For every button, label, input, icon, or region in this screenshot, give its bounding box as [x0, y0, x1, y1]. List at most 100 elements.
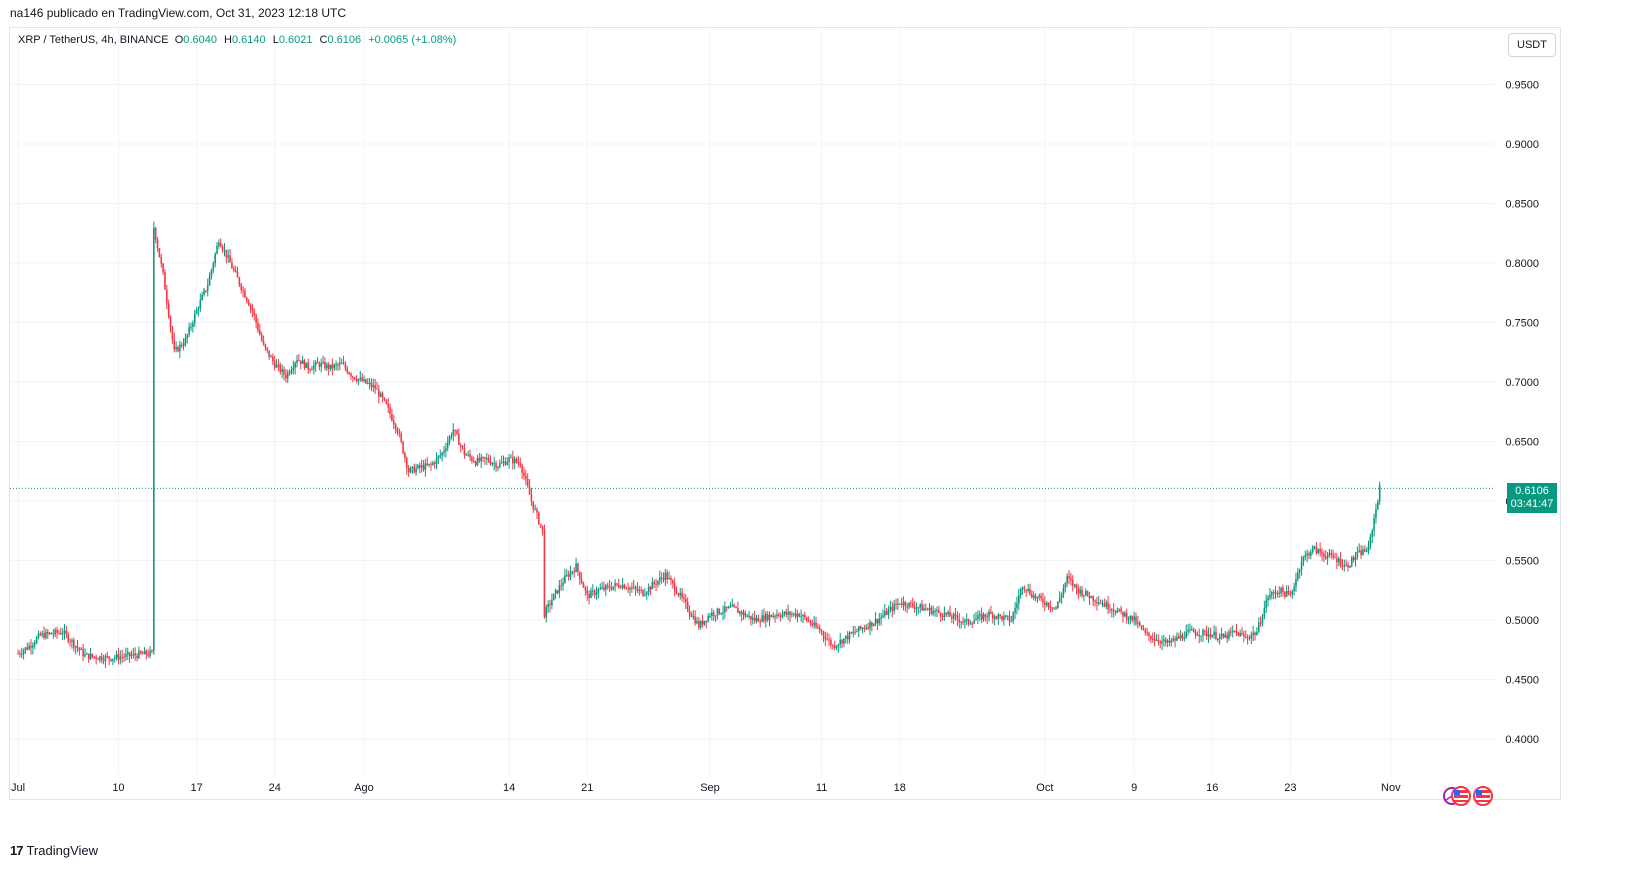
candle — [863, 624, 866, 633]
candle — [1099, 599, 1102, 604]
candle — [947, 610, 949, 618]
candle — [249, 303, 252, 314]
candle — [115, 650, 118, 661]
candle — [1231, 625, 1234, 638]
candle — [532, 501, 535, 514]
candle — [318, 361, 321, 371]
candle — [714, 615, 717, 623]
candle — [158, 247, 161, 258]
candle — [1040, 592, 1042, 602]
candle — [586, 585, 589, 601]
candle — [376, 381, 378, 390]
candle — [125, 647, 127, 661]
candle — [1010, 615, 1013, 623]
candle — [100, 652, 103, 664]
candle — [688, 605, 691, 620]
candle — [694, 610, 696, 626]
candle — [722, 605, 724, 621]
candle — [560, 579, 562, 591]
candle — [610, 581, 613, 592]
candle — [50, 632, 53, 635]
candle — [748, 610, 750, 620]
candle — [1073, 584, 1076, 589]
candle — [491, 461, 494, 467]
candle — [928, 603, 931, 617]
candle — [809, 619, 812, 627]
candle — [592, 584, 594, 597]
candle — [22, 648, 25, 660]
candle — [1174, 635, 1176, 648]
candle — [900, 597, 903, 608]
candle — [673, 577, 676, 597]
candle — [214, 252, 216, 268]
brand-name: TradingView — [26, 843, 99, 858]
candle — [642, 589, 644, 597]
candle — [1246, 634, 1249, 645]
candle — [463, 443, 466, 459]
candle — [893, 600, 895, 615]
candle — [815, 616, 817, 629]
currency-button[interactable]: USDT — [1508, 33, 1556, 57]
candle — [1001, 615, 1003, 622]
candle — [1006, 615, 1009, 621]
candle — [151, 649, 153, 654]
candle — [653, 579, 655, 588]
candle — [89, 647, 92, 661]
candle — [582, 581, 585, 588]
candle — [167, 299, 170, 319]
candle — [737, 601, 739, 614]
candle — [1058, 591, 1061, 603]
candle — [999, 613, 1001, 620]
candle — [1159, 639, 1161, 649]
candle — [623, 583, 626, 590]
candle — [580, 572, 583, 585]
candle — [86, 652, 88, 655]
candle — [448, 434, 451, 446]
candle — [1263, 600, 1266, 620]
candle — [426, 456, 429, 467]
candle — [826, 632, 828, 641]
candle — [911, 597, 914, 609]
candle — [1300, 555, 1303, 576]
candle — [428, 463, 430, 468]
candle — [268, 350, 270, 360]
candle — [543, 524, 546, 619]
candle — [285, 368, 287, 383]
candle — [813, 615, 815, 629]
candle — [1254, 631, 1256, 641]
tradingview-logo-icon: 17 — [10, 843, 24, 858]
candle — [132, 647, 135, 659]
candle — [932, 605, 935, 617]
candle — [835, 645, 838, 651]
candle — [571, 570, 574, 576]
candle — [939, 612, 942, 622]
candle — [1081, 585, 1083, 598]
candle — [703, 620, 706, 626]
candle — [978, 610, 981, 621]
candle — [1027, 583, 1029, 593]
candle — [924, 603, 927, 611]
candle — [1220, 627, 1223, 640]
candle — [253, 308, 256, 321]
candle — [30, 639, 32, 655]
tradingview-brand[interactable]: 17 TradingView — [10, 843, 98, 858]
candle — [1004, 614, 1007, 620]
candle — [848, 631, 851, 644]
candle — [759, 618, 762, 628]
candle — [504, 457, 507, 466]
candle — [683, 593, 685, 604]
candle — [898, 603, 901, 605]
candle — [405, 456, 408, 475]
candle — [379, 391, 382, 398]
candle — [681, 588, 683, 602]
candle — [1257, 617, 1260, 634]
candle — [459, 442, 462, 453]
candle — [139, 650, 142, 655]
candle — [554, 588, 557, 600]
candle — [988, 608, 990, 622]
candle — [690, 611, 693, 618]
candle — [977, 610, 979, 625]
candle — [634, 585, 637, 596]
candle — [800, 609, 802, 622]
